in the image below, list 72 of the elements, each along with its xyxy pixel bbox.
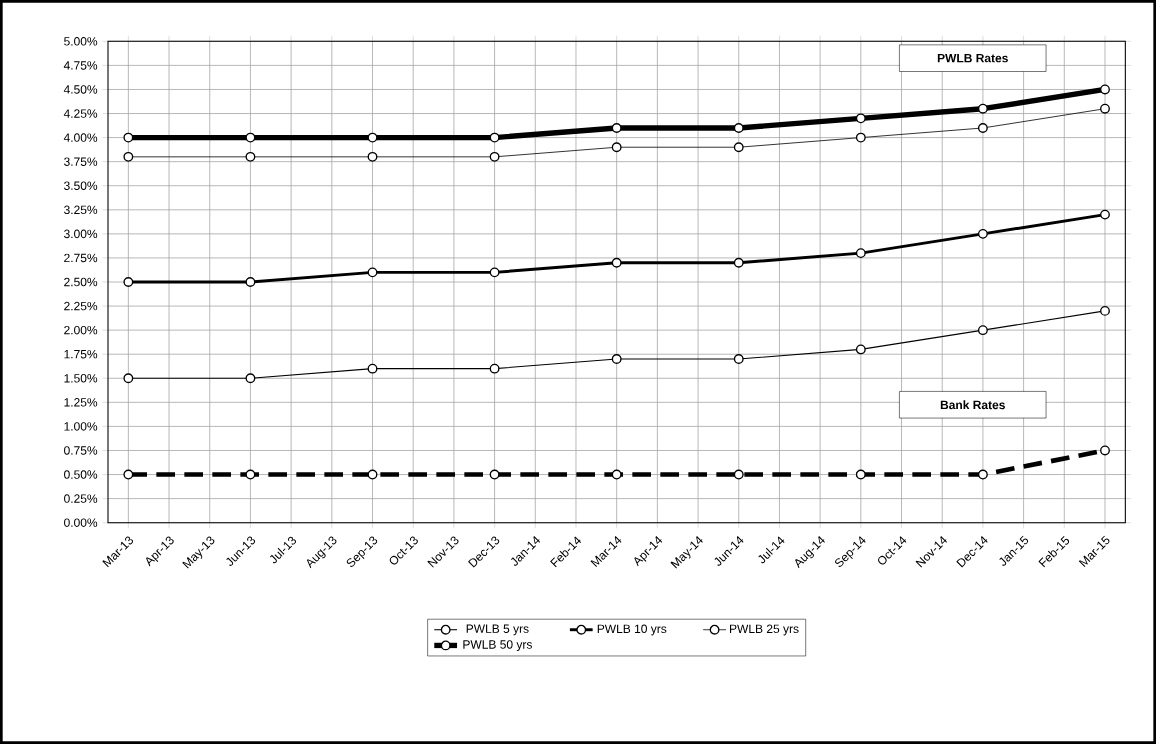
y-tick-label: 4.75% <box>63 61 98 70</box>
point <box>611 257 622 268</box>
y-tick-label: 1.00% <box>64 422 98 431</box>
y-tick-label: 1.75% <box>64 349 98 359</box>
point <box>367 363 378 374</box>
point <box>611 142 622 153</box>
point <box>245 277 256 287</box>
point <box>367 151 378 162</box>
point <box>367 132 378 143</box>
point <box>733 142 744 153</box>
annotation: Bank Rates <box>940 400 1005 410</box>
point <box>1100 305 1110 316</box>
point <box>123 373 134 384</box>
legend-label: PWLB 25 yrs <box>730 624 799 636</box>
point <box>977 103 988 114</box>
point <box>123 151 134 162</box>
point <box>123 132 134 143</box>
point <box>1100 84 1110 95</box>
y-tick-label: 4.25% <box>63 109 98 118</box>
y-tick-label: 1.50% <box>64 374 98 383</box>
y-tick-label: 2.50% <box>64 277 98 287</box>
point <box>733 469 744 480</box>
point <box>489 151 500 162</box>
point <box>977 123 988 133</box>
point <box>489 363 500 374</box>
y-tick-label: 1.25% <box>64 398 98 407</box>
point <box>733 354 744 364</box>
point <box>611 469 622 480</box>
point <box>245 132 256 143</box>
y-tick-label: 4.00% <box>63 133 98 142</box>
y-tick-label: 2.00% <box>64 325 98 335</box>
point <box>245 151 256 162</box>
y-tick-label: 0.00% <box>64 518 98 527</box>
legend-label: PWLB 50 yrs <box>463 640 532 652</box>
y-tick-label: 0.50% <box>64 470 98 479</box>
y-tick-label: 3.75% <box>64 157 98 166</box>
point <box>489 469 500 480</box>
point <box>855 344 866 355</box>
y-tick-label: 3.25% <box>64 205 98 215</box>
annotation: PWLB Rates <box>937 53 1008 63</box>
point <box>367 267 378 278</box>
y-tick-label: 3.50% <box>64 181 98 190</box>
point <box>855 132 866 143</box>
legend-label: PWLB 5 yrs <box>466 624 529 636</box>
y-tick-label: 2.25% <box>64 301 98 311</box>
point <box>733 123 744 133</box>
point <box>733 257 744 268</box>
point <box>245 469 256 480</box>
y-tick-label: 4.50% <box>63 85 98 94</box>
point <box>367 469 378 480</box>
point <box>1100 209 1110 220</box>
point <box>977 325 988 336</box>
y-tick-label: 5.00% <box>64 37 98 46</box>
point <box>1100 445 1110 456</box>
y-tick-label: 0.25% <box>64 494 98 503</box>
legend-label: PWLB 10 yrs <box>597 624 667 636</box>
point <box>855 248 866 259</box>
point <box>245 373 256 384</box>
y-tick-label: 3.00% <box>64 229 98 239</box>
point <box>489 132 500 143</box>
point <box>855 113 866 124</box>
point <box>977 228 988 239</box>
y-tick-label: 0.75% <box>64 446 98 455</box>
point <box>123 277 134 287</box>
y-tick-label: 2.75% <box>64 253 98 263</box>
point <box>489 267 500 278</box>
point <box>855 469 866 480</box>
point <box>611 354 622 364</box>
point <box>123 469 134 480</box>
point <box>977 469 988 480</box>
point <box>611 123 622 133</box>
point <box>1100 103 1110 114</box>
